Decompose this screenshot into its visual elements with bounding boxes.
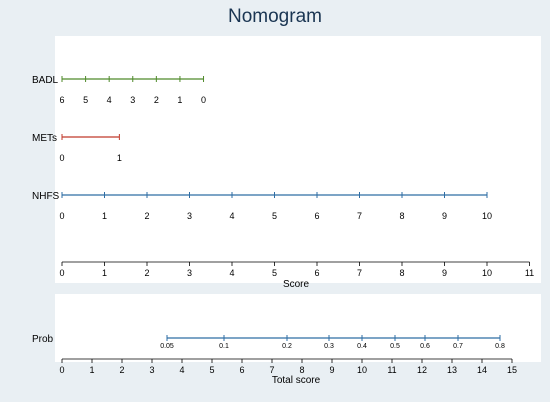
variable-tick-label: 4 xyxy=(107,95,112,105)
total-score-axis-tick-label: 10 xyxy=(357,365,367,375)
variable-tick-label: 1 xyxy=(102,211,107,221)
total-score-axis-tick-label: 6 xyxy=(239,365,244,375)
total-score-axis-tick-label: 0 xyxy=(59,365,64,375)
probability-tick-label: 0.1 xyxy=(219,343,229,350)
probability-tick-label: 0.05 xyxy=(160,343,174,350)
variable-tick-label: 0 xyxy=(201,95,206,105)
total-score-axis-tick-label: 5 xyxy=(209,365,214,375)
variable-tick-label: 3 xyxy=(130,95,135,105)
variable-tick-label: 9 xyxy=(442,211,447,221)
plot-area-bottom xyxy=(55,294,541,362)
variable-tick-label: 4 xyxy=(229,211,234,221)
score-axis-tick-label: 3 xyxy=(187,268,192,278)
score-axis-tick-label: 9 xyxy=(442,268,447,278)
score-axis-tick-label: 1 xyxy=(102,268,107,278)
total-score-axis-title: Total score xyxy=(272,375,321,386)
plot-area-top xyxy=(55,36,541,283)
probability-tick-label: 0.5 xyxy=(390,343,400,350)
variable-tick-label: 6 xyxy=(314,211,319,221)
total-score-axis-tick-label: 15 xyxy=(507,365,517,375)
variable-label: NHFS xyxy=(32,191,60,202)
score-axis-tick-label: 2 xyxy=(144,268,149,278)
variable-label: METs xyxy=(32,133,57,144)
variable-label: BADL xyxy=(32,75,59,86)
variable-tick-label: 7 xyxy=(357,211,362,221)
variable-tick-label: 8 xyxy=(399,211,404,221)
score-axis-title: Score xyxy=(283,279,310,290)
total-score-axis-tick-label: 9 xyxy=(329,365,334,375)
total-score-axis-tick-label: 13 xyxy=(447,365,457,375)
variable-tick-label: 6 xyxy=(59,95,64,105)
total-score-axis-tick-label: 3 xyxy=(149,365,154,375)
total-score-axis-tick-label: 12 xyxy=(417,365,427,375)
probability-tick-label: 0.2 xyxy=(282,343,292,350)
variable-tick-label: 0 xyxy=(59,153,64,163)
total-score-axis-tick-label: 11 xyxy=(387,365,396,375)
total-score-axis-tick-label: 8 xyxy=(299,365,304,375)
probability-tick-label: 0.7 xyxy=(453,343,463,350)
variable-tick-label: 5 xyxy=(272,211,277,221)
chart-title: Nomogram xyxy=(228,6,322,27)
score-axis-tick-label: 4 xyxy=(229,268,234,278)
score-axis-tick-label: 5 xyxy=(272,268,277,278)
variable-tick-label: 1 xyxy=(177,95,182,105)
total-score-axis-tick-label: 4 xyxy=(179,365,184,375)
total-score-axis-tick-label: 2 xyxy=(119,365,124,375)
probability-tick-label: 0.8 xyxy=(495,343,505,350)
variable-tick-label: 1 xyxy=(117,153,122,163)
variable-tick-label: 10 xyxy=(482,211,492,221)
total-score-axis-tick-label: 7 xyxy=(269,365,274,375)
score-axis-tick-label: 8 xyxy=(399,268,404,278)
probability-tick-label: 0.3 xyxy=(324,343,334,350)
probability-tick-label: 0.6 xyxy=(420,343,430,350)
score-axis-tick-label: 6 xyxy=(314,268,319,278)
score-axis-tick-label: 0 xyxy=(59,268,64,278)
score-axis-tick-label: 10 xyxy=(482,268,492,278)
score-axis-tick-label: 7 xyxy=(357,268,362,278)
variable-tick-label: 5 xyxy=(83,95,88,105)
variable-tick-label: 3 xyxy=(187,211,192,221)
score-axis-tick-label: 11 xyxy=(525,268,534,278)
total-score-axis-tick-label: 1 xyxy=(89,365,94,375)
probability-tick-label: 0.4 xyxy=(357,343,367,350)
variable-tick-label: 0 xyxy=(59,211,64,221)
variable-tick-label: 2 xyxy=(144,211,149,221)
variable-label: Prob xyxy=(32,334,54,345)
variable-tick-label: 2 xyxy=(154,95,159,105)
total-score-axis-tick-label: 14 xyxy=(477,365,487,375)
